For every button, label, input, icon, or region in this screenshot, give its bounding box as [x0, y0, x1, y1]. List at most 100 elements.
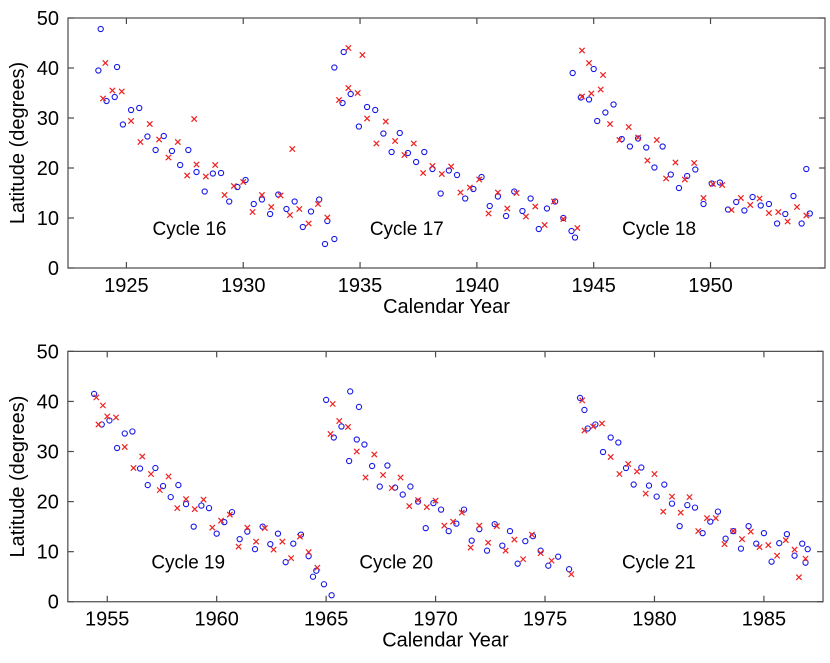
data-point-cross — [719, 181, 726, 189]
data-point-circle — [113, 444, 121, 452]
x-tick-label: 1970 — [413, 609, 457, 631]
data-point-circle — [749, 193, 756, 201]
data-point-circle — [708, 180, 715, 187]
data-point-cross — [466, 184, 473, 191]
data-point-circle — [347, 388, 354, 395]
data-point-circle — [675, 184, 683, 192]
x-tick-label: 1925 — [104, 275, 149, 297]
data-point-cross — [581, 427, 588, 434]
x-tick-label: 1975 — [523, 609, 567, 631]
data-point-circle — [535, 225, 542, 233]
data-point-cross — [270, 546, 277, 553]
data-point-cross — [379, 471, 387, 479]
data-point-cross — [803, 212, 810, 219]
data-point-circle — [330, 434, 337, 441]
data-point-circle — [384, 462, 391, 469]
data-point-cross — [296, 205, 303, 213]
data-point-circle — [745, 522, 752, 530]
data-point-circle — [121, 430, 128, 437]
data-point-circle — [309, 573, 317, 580]
data-point-cross — [286, 211, 294, 219]
data-point-circle — [159, 482, 167, 490]
data-point-cross — [747, 201, 754, 209]
plot-box — [67, 17, 826, 269]
data-point-cross — [155, 136, 163, 143]
data-point-cross — [314, 200, 322, 208]
data-point-cross — [791, 546, 798, 553]
data-point-cross — [598, 420, 606, 427]
data-point-circle — [645, 482, 653, 489]
data-point-circle — [316, 196, 323, 203]
data-point-circle — [590, 65, 597, 73]
data-point-cross — [432, 497, 439, 504]
data-point-cross — [130, 464, 137, 472]
data-point-circle — [182, 500, 190, 508]
data-point-circle — [659, 143, 666, 150]
data-point-cross — [721, 541, 728, 548]
data-point-circle — [324, 217, 331, 225]
data-point-cross — [513, 189, 520, 197]
data-point-circle — [363, 103, 371, 111]
data-point-cross — [458, 509, 465, 516]
data-point-circle — [368, 462, 376, 470]
data-point-circle — [445, 167, 452, 174]
data-point-circle — [111, 93, 118, 101]
data-point-cross — [644, 157, 651, 164]
data-point-cross — [191, 505, 198, 513]
data-point-cross — [268, 203, 275, 211]
y-axis-label: Latitude (degrees) — [7, 62, 29, 224]
data-point-circle — [355, 403, 363, 411]
cycle20-crosses — [327, 400, 575, 578]
data-point-circle — [707, 518, 714, 525]
x-tick-label: 1935 — [338, 275, 383, 297]
cycle-label: Cycle 20 — [359, 553, 433, 574]
data-point-cross — [520, 556, 527, 563]
data-point-circle — [594, 117, 601, 125]
data-point-cross — [606, 120, 614, 128]
data-point-cross — [765, 209, 773, 217]
data-point-circle — [737, 545, 745, 552]
data-point-circle — [283, 205, 290, 213]
data-point-circle — [136, 465, 144, 472]
data-point-circle — [555, 553, 562, 560]
data-point-circle — [773, 220, 781, 227]
data-point-cross — [633, 468, 641, 475]
data-point-circle — [160, 132, 167, 140]
data-point-circle — [599, 448, 607, 456]
data-point-circle — [545, 562, 552, 569]
data-point-cross — [653, 136, 660, 144]
data-point-circle — [95, 67, 102, 74]
data-point-circle — [185, 146, 192, 154]
data-point-cross — [406, 502, 413, 510]
data-point-circle — [514, 560, 521, 567]
data-point-circle — [730, 527, 737, 535]
data-point-circle — [782, 210, 789, 218]
data-point-cross — [511, 536, 518, 543]
plot-box — [67, 350, 824, 603]
data-point-circle — [217, 169, 225, 177]
cycle19-crosses — [93, 394, 321, 571]
data-point-circle — [476, 525, 483, 533]
data-point-cross — [504, 205, 511, 212]
data-point-circle — [803, 165, 810, 173]
data-point-cross — [756, 544, 763, 551]
data-point-cross — [354, 89, 361, 97]
data-point-cross — [532, 203, 539, 210]
data-point-cross — [193, 161, 200, 168]
data-point-cross — [336, 417, 343, 425]
data-point-cross — [677, 509, 684, 516]
data-point-circle — [250, 200, 257, 208]
data-point-cross — [795, 574, 803, 581]
data-point-circle — [506, 527, 514, 535]
data-point-cross — [578, 93, 586, 100]
data-point-cross — [784, 218, 791, 225]
data-point-cross — [137, 138, 144, 146]
cycle-label: Cycle 19 — [151, 553, 225, 574]
data-point-cross — [174, 504, 181, 512]
data-point-cross — [429, 162, 436, 170]
data-point-cross — [738, 536, 746, 543]
data-point-cross — [305, 220, 312, 227]
data-point-cross — [625, 460, 632, 468]
data-point-cross — [625, 123, 632, 131]
data-point-cross — [240, 178, 247, 186]
